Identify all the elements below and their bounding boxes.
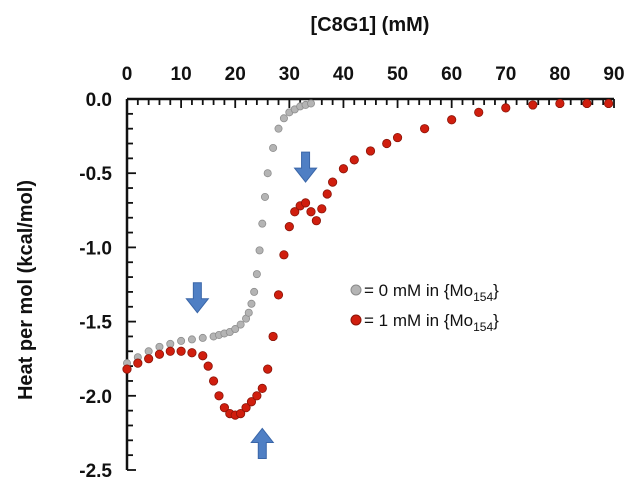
point-0mM xyxy=(269,143,278,152)
legend-label-1mM-sub: 154 xyxy=(473,320,493,334)
point-1mM xyxy=(382,138,392,149)
legend-label-0mM-sub: 154 xyxy=(473,290,493,304)
point-1mM xyxy=(290,207,300,217)
point-0mM xyxy=(252,270,261,279)
point-0mM xyxy=(177,336,186,345)
up-arrow-icon xyxy=(250,427,275,459)
x-tick-label: 60 xyxy=(441,64,462,85)
point-1mM xyxy=(154,349,165,359)
point-1mM xyxy=(208,376,219,386)
point-1mM xyxy=(246,397,257,407)
down-arrow-icon xyxy=(293,151,318,183)
point-1mM xyxy=(300,198,311,208)
point-1mM xyxy=(273,290,284,300)
point-1mM xyxy=(528,100,538,110)
point-0mM xyxy=(155,342,164,351)
x-tick-label: 0 xyxy=(122,64,133,85)
point-1mM xyxy=(306,207,316,217)
point-0mM xyxy=(144,347,153,356)
x-tick-label: 10 xyxy=(171,64,192,85)
point-1mM xyxy=(317,204,327,214)
point-0mM xyxy=(187,335,196,344)
point-1mM xyxy=(349,155,359,165)
point-1mM xyxy=(257,383,267,393)
x-tick-label: 50 xyxy=(387,64,408,85)
point-1mM xyxy=(198,351,208,361)
x-tick-label: 40 xyxy=(333,64,354,85)
point-1mM xyxy=(219,403,229,413)
point-1mM xyxy=(268,331,278,342)
point-1mM xyxy=(555,98,565,109)
point-1mM xyxy=(203,361,213,371)
point-1mM xyxy=(214,391,224,401)
legend: = 0 mM in {Mo154} = 1 mM in {Mo154} xyxy=(350,281,499,334)
x-tick-label: 80 xyxy=(549,64,570,85)
legend-label-0mM-prefix: = 0 mM in {Mo xyxy=(364,281,473,300)
point-1mM xyxy=(311,216,321,226)
legend-marker-1mM xyxy=(350,314,362,326)
point-1mM xyxy=(165,346,175,356)
legend-label-1mM-suffix: } xyxy=(493,311,499,330)
point-0mM xyxy=(306,99,315,108)
point-1mM xyxy=(338,164,349,174)
y-tick-label: -2.5 xyxy=(79,461,112,481)
point-1mM xyxy=(284,222,294,232)
point-1mM xyxy=(420,124,430,134)
point-1mM xyxy=(122,364,132,374)
point-0mM xyxy=(166,339,175,348)
point-1mM xyxy=(474,107,484,117)
x-tick-label: 20 xyxy=(225,64,246,85)
x-axis-title: [C8G1] (mM) xyxy=(311,14,430,36)
point-1mM xyxy=(252,391,262,401)
point-0mM xyxy=(247,299,256,308)
point-0mM xyxy=(258,219,267,228)
point-0mM xyxy=(263,169,272,178)
point-1mM xyxy=(328,177,338,187)
legend-marker-0mM xyxy=(350,284,362,296)
point-1mM xyxy=(133,358,143,368)
point-1mM xyxy=(187,348,197,358)
point-1mM xyxy=(144,354,154,364)
point-0mM xyxy=(236,320,245,329)
y-tick-label: -1.0 xyxy=(79,238,112,259)
point-1mM xyxy=(241,403,251,413)
point-0mM xyxy=(244,308,253,317)
point-1mM xyxy=(322,189,332,199)
y-tick-label: -0.5 xyxy=(79,164,112,185)
point-0mM xyxy=(198,333,207,342)
point-1mM xyxy=(603,98,614,109)
series-0mM xyxy=(123,99,315,368)
y-tick-label: -1.5 xyxy=(79,313,112,334)
x-tick-label: 70 xyxy=(495,64,516,85)
point-1mM xyxy=(392,132,403,143)
legend-label-1mM: = 1 mM in {Mo154} xyxy=(364,311,499,334)
y-tick-label: -2.0 xyxy=(79,387,112,408)
y-axis-title: Heat per mol (kcal/mol) xyxy=(15,180,37,400)
point-1mM xyxy=(176,346,186,356)
point-1mM xyxy=(236,409,246,419)
y-tick-label: 0.0 xyxy=(86,90,112,111)
point-1mM xyxy=(365,146,376,156)
point-1mM xyxy=(279,250,289,260)
down-arrow-icon xyxy=(185,282,210,314)
point-0mM xyxy=(279,114,288,123)
legend-label-0mM: = 0 mM in {Mo154} xyxy=(364,281,499,304)
point-0mM xyxy=(255,246,264,255)
point-1mM xyxy=(263,364,273,374)
point-0mM xyxy=(260,192,269,201)
point-1mM xyxy=(447,115,457,125)
point-1mM xyxy=(582,98,592,109)
point-0mM xyxy=(250,287,259,296)
x-tick-label: 90 xyxy=(603,64,624,85)
point-1mM xyxy=(501,103,511,113)
x-tick-label: 30 xyxy=(279,64,300,85)
legend-label-0mM-suffix: } xyxy=(493,281,499,300)
point-0mM xyxy=(231,325,240,334)
point-0mM xyxy=(274,124,283,133)
legend-label-1mM-prefix: = 1 mM in {Mo xyxy=(364,311,473,330)
series-1mM xyxy=(122,98,614,420)
